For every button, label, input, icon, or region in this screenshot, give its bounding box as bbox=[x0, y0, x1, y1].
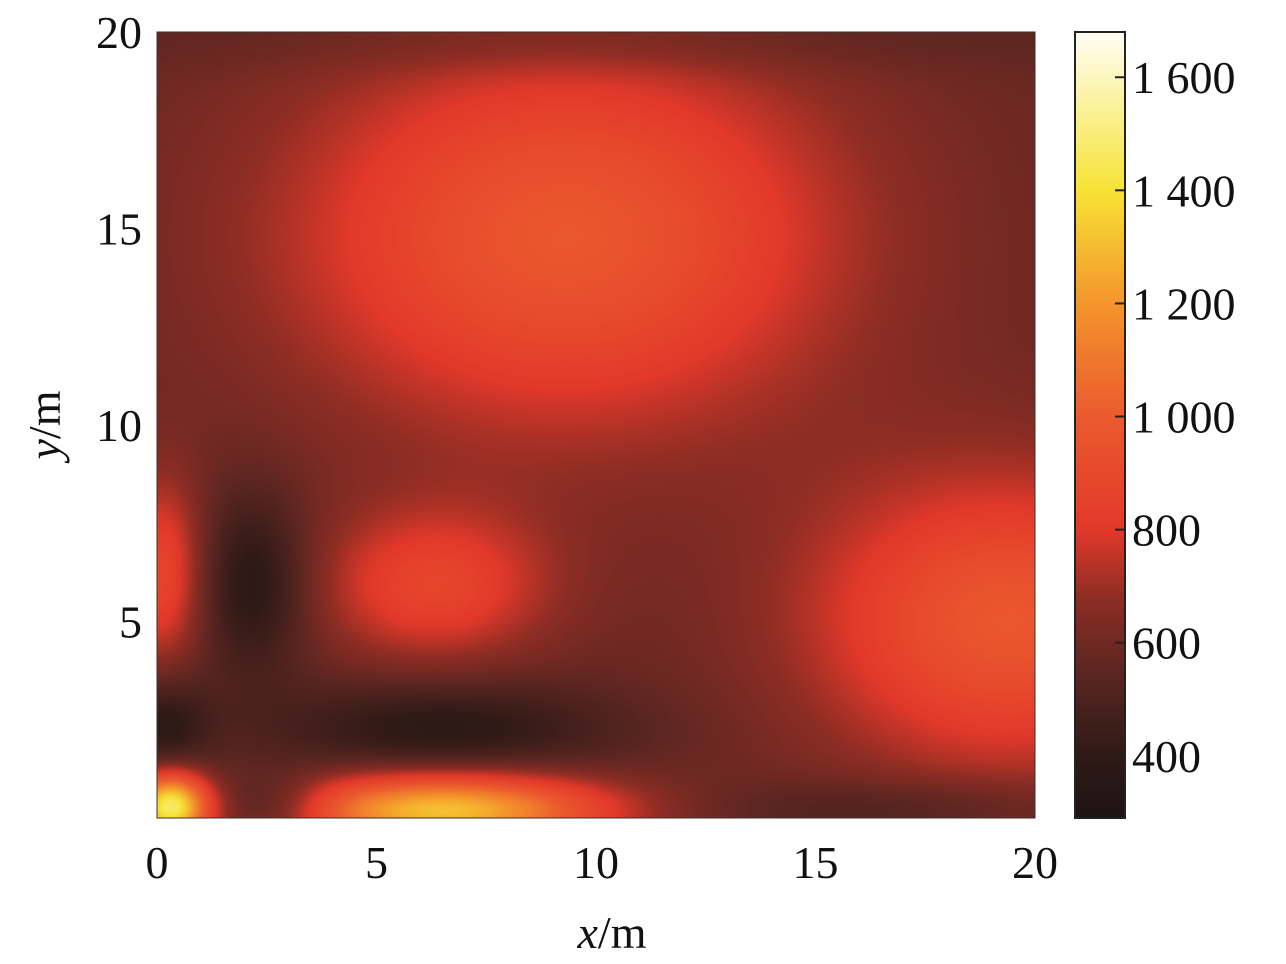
colorbar-tick-label: 400 bbox=[1132, 731, 1201, 782]
y-axis-label: y/m bbox=[19, 390, 70, 463]
x-tick-labels: 0 5 10 15 20 bbox=[146, 837, 1059, 888]
y-tick-labels: 5 10 15 20 bbox=[96, 7, 142, 648]
plot-frame bbox=[156, 31, 1036, 819]
colorbar-tick-label: 1 600 bbox=[1132, 52, 1236, 103]
colorbar-tick-label: 1 000 bbox=[1132, 392, 1236, 443]
colorbar-tick-label: 800 bbox=[1132, 505, 1201, 556]
x-tick-label: 15 bbox=[793, 837, 839, 888]
heatmap-field bbox=[157, 32, 1035, 818]
x-axis-label-unit: /m bbox=[598, 907, 647, 958]
colorbar-tick-label: 600 bbox=[1132, 618, 1201, 669]
colorbar bbox=[1074, 31, 1126, 819]
y-tick-label: 15 bbox=[96, 204, 142, 255]
y-tick-label: 20 bbox=[96, 7, 142, 58]
y-tick-label: 10 bbox=[96, 400, 142, 451]
x-axis-label: x/m bbox=[577, 907, 647, 958]
x-tick-label: 10 bbox=[573, 837, 619, 888]
x-tick-label: 5 bbox=[365, 837, 388, 888]
x-tick-label: 20 bbox=[1012, 837, 1058, 888]
y-axis-label-unit: /m bbox=[19, 390, 70, 439]
x-tick-label: 0 bbox=[146, 837, 169, 888]
colorbar-tick-label: 1 400 bbox=[1132, 165, 1236, 216]
x-axis-label-var: x bbox=[577, 907, 599, 958]
colorbar-tick-label: 1 200 bbox=[1132, 278, 1236, 329]
colorbar-ticks: 400 600 800 1 000 1 200 1 400 1 600 bbox=[1115, 52, 1236, 782]
y-tick-label: 5 bbox=[119, 597, 142, 648]
y-axis-label-var: y bbox=[19, 438, 70, 463]
